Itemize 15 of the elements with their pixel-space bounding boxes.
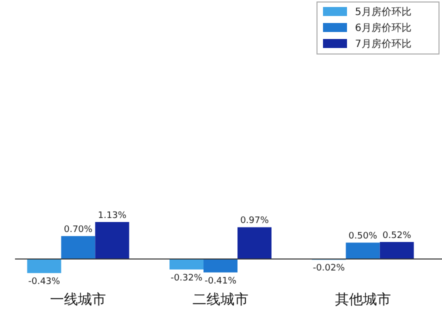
data-label: -0.43% — [28, 277, 61, 288]
data-label: 1.13% — [98, 211, 127, 221]
data-label: -0.32% — [170, 273, 203, 284]
x-tick-label: 其他城市 — [334, 292, 391, 308]
legend-label: 7月房价环比 — [355, 38, 412, 50]
x-tick-label: 二线城市 — [192, 292, 248, 308]
data-label: 0.70% — [64, 225, 93, 236]
data-label: 0.52% — [382, 230, 412, 241]
data-label: -0.02% — [312, 264, 346, 274]
data-label: 0.50% — [348, 232, 378, 242]
x-tick-label: 一线城市 — [50, 292, 106, 308]
data-label: -0.41% — [204, 276, 237, 286]
legend-label: 6月房价环比 — [355, 22, 412, 34]
legend-label: 5月房价环比 — [355, 6, 412, 18]
data-label: 0.97% — [240, 216, 270, 226]
